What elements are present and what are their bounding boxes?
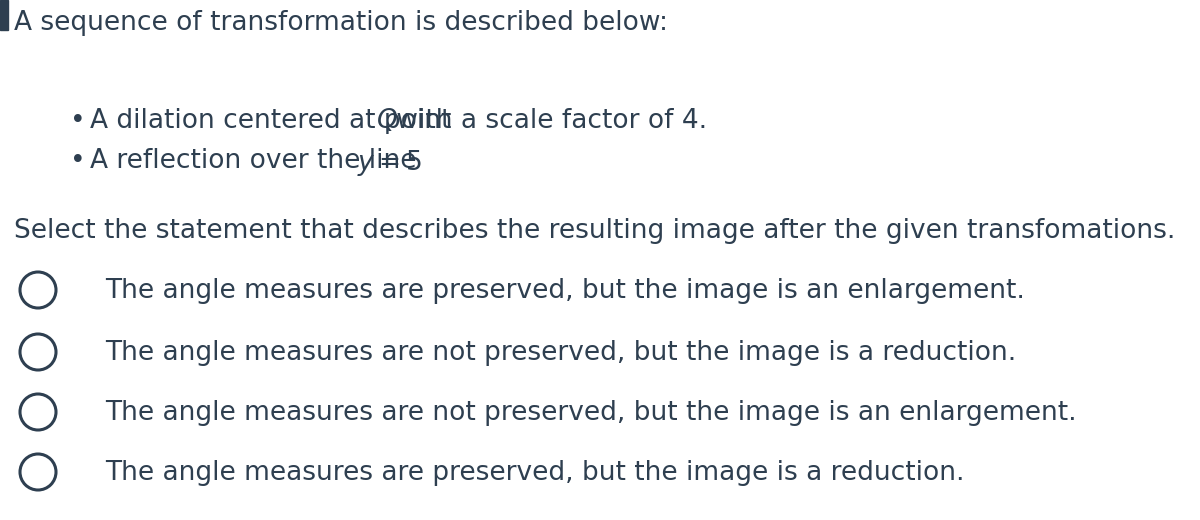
Text: A dilation centered at point: A dilation centered at point xyxy=(90,108,460,134)
Text: •: • xyxy=(70,108,85,134)
Text: A sequence of transformation is described below:: A sequence of transformation is describe… xyxy=(14,10,668,36)
Text: Select the statement that describes the resulting image after the given transfom: Select the statement that describes the … xyxy=(14,218,1175,244)
Text: Q: Q xyxy=(377,108,397,134)
Text: The angle measures are not preserved, but the image is a reduction.: The angle measures are not preserved, bu… xyxy=(106,340,1016,366)
Text: The angle measures are preserved, but the image is a reduction.: The angle measures are preserved, but th… xyxy=(106,460,965,486)
Text: A reflection over the line: A reflection over the line xyxy=(90,148,425,174)
Text: with a scale factor of 4.: with a scale factor of 4. xyxy=(388,108,707,134)
Bar xyxy=(0,0,8,30)
Text: The angle measures are not preserved, but the image is an enlargement.: The angle measures are not preserved, bu… xyxy=(106,400,1076,426)
Text: •: • xyxy=(70,148,85,174)
Text: The angle measures are preserved, but the image is an enlargement.: The angle measures are preserved, but th… xyxy=(106,278,1025,304)
Text: $y = 5$: $y = 5$ xyxy=(356,148,422,178)
